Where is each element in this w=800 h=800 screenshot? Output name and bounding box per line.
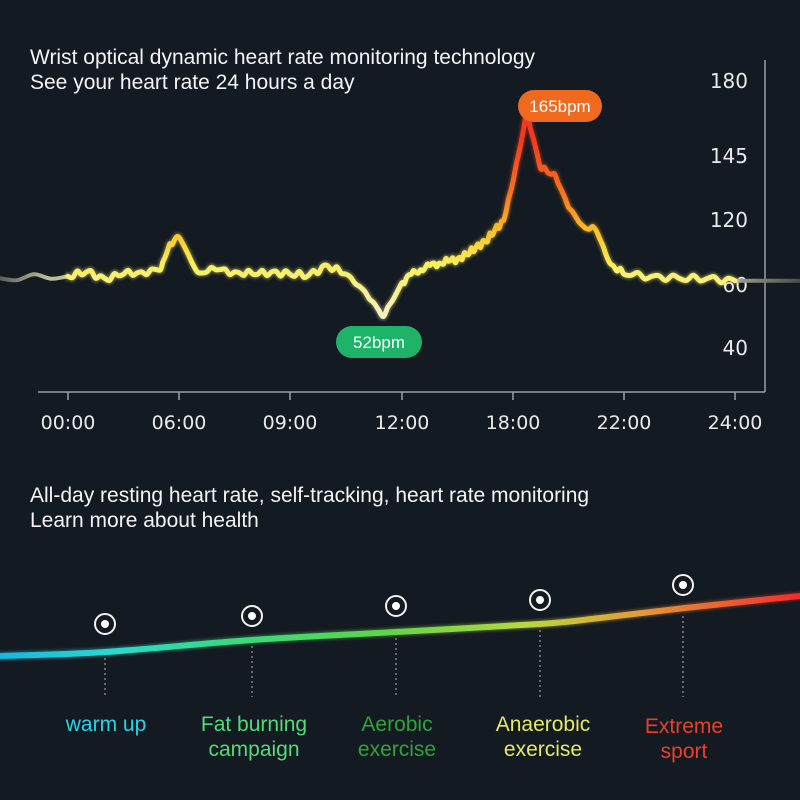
zone-label-line: Aerobic <box>361 713 433 736</box>
peak-badge-label: 165bpm <box>529 97 590 116</box>
bottom-heading: All-day resting heart rate, self-trackin… <box>30 483 589 533</box>
bottom-heading-line1: All-day resting heart rate, self-trackin… <box>30 484 590 507</box>
zone-label-line: sport <box>660 740 708 763</box>
y-tick-label: 180 <box>710 69 748 93</box>
x-tick-label: 06:00 <box>152 412 207 434</box>
bottom-heading-line2: Learn more about health <box>30 509 259 532</box>
x-tick-label: 00:00 <box>41 412 96 434</box>
zone-label: Aerobic exercise <box>322 712 472 762</box>
x-tick-labels: 00:00 06:00 09:00 12:00 18:00 22:00 24:00 <box>41 412 763 434</box>
y-tick-label: 40 <box>723 336 748 360</box>
low-badge-label: 52bpm <box>353 333 405 352</box>
zone-label-line: exercise <box>357 738 437 761</box>
zone-label: Fat burning campaign <box>179 712 329 762</box>
zone-label: Anaerobic exercise <box>468 712 618 762</box>
top-heading: Wrist optical dynamic heart rate monitor… <box>30 45 535 95</box>
zone-marker <box>529 589 551 697</box>
y-tick-label: 145 <box>710 144 748 168</box>
heart-rate-line <box>65 110 738 319</box>
zone-curve <box>0 593 800 659</box>
low-badge: 52bpm <box>336 326 422 358</box>
zone-marker-dot <box>248 612 256 620</box>
zone-marker <box>94 613 116 697</box>
zone-marker-dot <box>536 596 544 604</box>
zone-label: warm up <box>31 712 181 737</box>
x-tick-label: 09:00 <box>263 412 318 434</box>
zone-markers <box>94 574 694 697</box>
low-badge-bg <box>336 326 422 358</box>
zone-marker <box>241 605 263 697</box>
zone-label-line: Fat burning <box>200 713 308 736</box>
zone-label-line: exercise <box>503 738 583 761</box>
zone-label-line: campaign <box>208 738 300 761</box>
zone-marker-dot <box>679 581 687 589</box>
zone-marker-dot <box>392 602 400 610</box>
zone-marker <box>385 595 407 697</box>
zone-label-line: Anaerobic <box>495 713 591 736</box>
zone-label-line: Extreme <box>644 715 724 738</box>
x-tick-label: 24:00 <box>708 412 763 434</box>
zone-label-line: warm up <box>65 713 147 736</box>
peak-badge: 165bpm <box>518 90 602 122</box>
zone-marker-dot <box>101 620 109 628</box>
top-heading-line1: Wrist optical dynamic heart rate monitor… <box>30 46 536 69</box>
y-tick-label: 120 <box>710 208 748 232</box>
x-tick-label: 22:00 <box>597 412 652 434</box>
x-tick-label: 12:00 <box>375 412 430 434</box>
zone-marker <box>672 574 694 697</box>
x-tick-label: 18:00 <box>486 412 541 434</box>
peak-badge-bg <box>518 90 602 122</box>
zone-label: Extreme sport <box>609 714 759 764</box>
top-heading-line2: See your heart rate 24 hours a day <box>30 71 355 94</box>
x-tick-marks <box>67 392 736 400</box>
